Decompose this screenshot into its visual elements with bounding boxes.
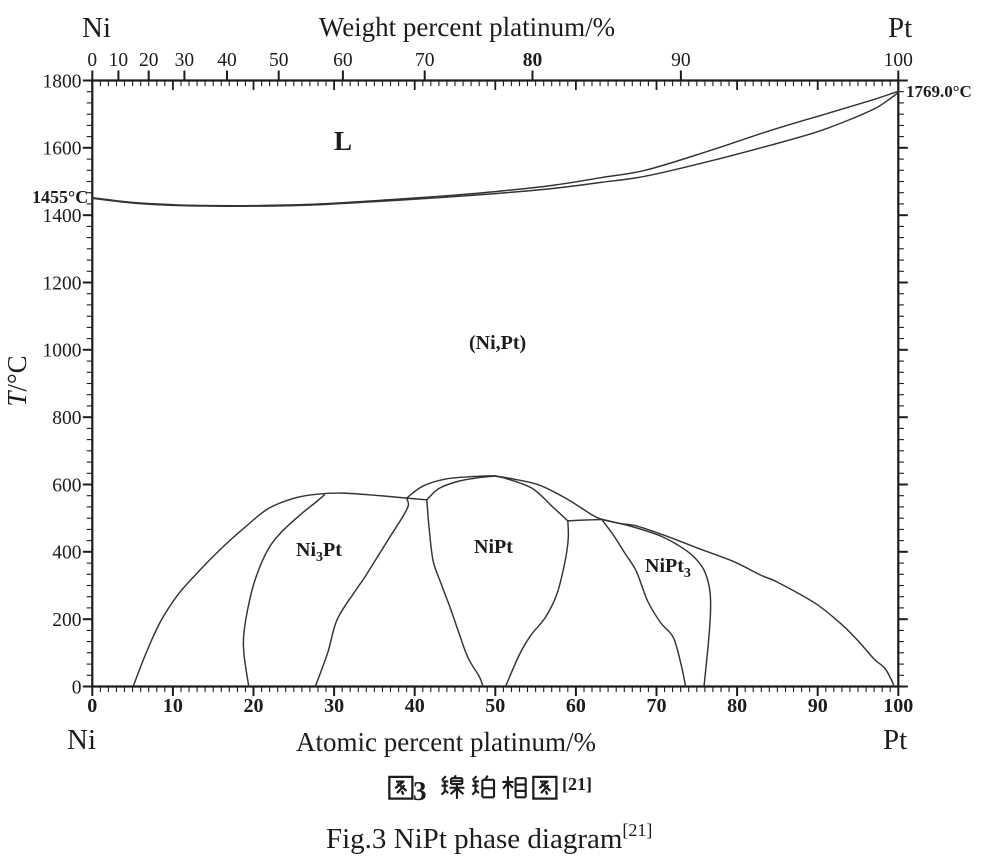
svg-text:10: 10	[109, 50, 129, 71]
svg-text:T/°C: T/°C	[2, 355, 32, 406]
svg-text:40: 40	[405, 695, 425, 717]
svg-text:30: 30	[175, 50, 195, 71]
svg-text:Ni: Ni	[67, 724, 96, 756]
svg-text:Pt: Pt	[883, 724, 907, 756]
svg-text:80: 80	[523, 50, 543, 71]
svg-text:600: 600	[52, 475, 81, 496]
svg-text:Ni3Pt: Ni3Pt	[296, 539, 342, 565]
svg-text:20: 20	[139, 50, 159, 71]
svg-text:1769.0°C: 1769.0°C	[906, 82, 972, 101]
svg-text:Fig.3 NiPt phase diagram[21]: Fig.3 NiPt phase diagram[21]	[326, 820, 652, 855]
svg-text:200: 200	[52, 610, 81, 631]
svg-text:90: 90	[671, 50, 691, 71]
svg-text:1200: 1200	[43, 273, 82, 294]
svg-text:50: 50	[485, 695, 505, 717]
svg-text:1800: 1800	[43, 71, 82, 92]
svg-text:20: 20	[244, 695, 264, 717]
svg-text:NiPt: NiPt	[474, 536, 513, 558]
svg-text:3: 3	[413, 776, 427, 806]
svg-text:60: 60	[333, 50, 353, 71]
svg-text:1600: 1600	[43, 139, 82, 160]
svg-text:[21]: [21]	[562, 774, 592, 794]
svg-text:L: L	[334, 126, 352, 156]
svg-text:0: 0	[87, 50, 97, 71]
svg-text:60: 60	[566, 695, 586, 717]
svg-text:(Ni,Pt): (Ni,Pt)	[469, 332, 526, 354]
svg-text:100: 100	[884, 50, 913, 71]
svg-text:1000: 1000	[43, 341, 82, 362]
svg-text:Atomic percent platinum/%: Atomic percent platinum/%	[296, 727, 596, 757]
svg-text:10: 10	[163, 695, 183, 717]
svg-text:70: 70	[647, 695, 667, 717]
svg-text:90: 90	[808, 695, 828, 717]
svg-text:Pt: Pt	[888, 12, 912, 44]
svg-text:0: 0	[72, 677, 82, 698]
svg-text:80: 80	[727, 695, 747, 717]
svg-text:Ni: Ni	[82, 12, 111, 44]
svg-text:70: 70	[415, 50, 435, 71]
svg-text:800: 800	[52, 408, 81, 429]
svg-text:40: 40	[217, 50, 237, 71]
svg-text:100: 100	[883, 695, 913, 717]
svg-text:50: 50	[269, 50, 289, 71]
svg-text:1400: 1400	[43, 206, 82, 227]
svg-text:NiPt3: NiPt3	[645, 555, 691, 581]
svg-text:400: 400	[52, 543, 81, 564]
svg-text:1455°C: 1455°C	[32, 187, 88, 207]
svg-text:30: 30	[324, 695, 344, 717]
svg-text:Weight percent platinum/%: Weight percent platinum/%	[319, 12, 615, 42]
svg-text:0: 0	[87, 695, 97, 717]
